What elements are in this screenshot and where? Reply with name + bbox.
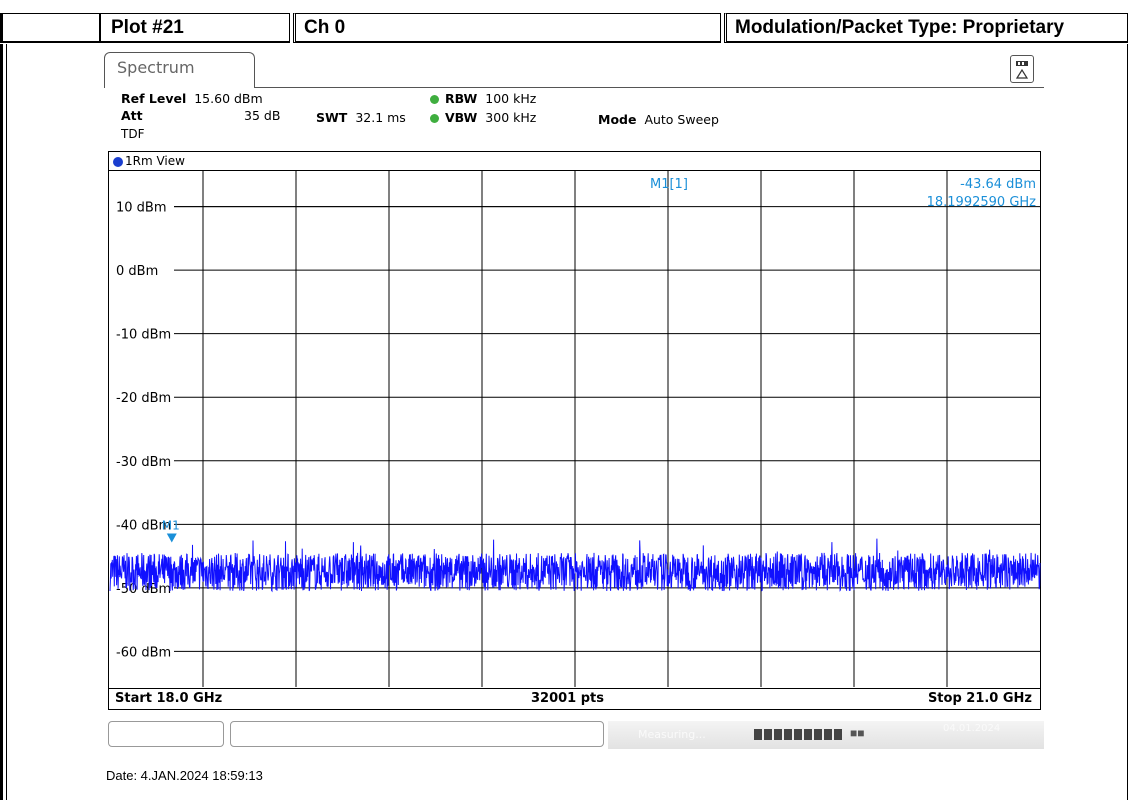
channel-label: Ch 0 [304,17,346,38]
trace-view-icon [113,156,123,167]
att-label: Att [121,108,143,123]
start-frequency: Start 18.0 GHz [115,691,223,706]
swt-label: SWT [316,110,348,125]
trace-view-bar: 1Rm View [109,152,1040,171]
marker-readout-label: M1[1] [650,177,688,192]
vbw-status-icon [430,114,439,123]
ref-level-value: 15.60 dBm [194,91,263,106]
marker-readout-freq: 18.1992590 GHz [926,195,1036,210]
capture-date: Date: 4.JAN.2024 18:59:13 [106,768,263,783]
rbw-status-icon [430,95,439,104]
vbw-label: VBW [445,110,478,125]
spectrum-plot-frame [108,151,1041,689]
mode-label: Mode [598,112,637,127]
rbw-label: RBW [445,91,478,106]
header-plot-cell: Plot #21 [100,13,290,43]
status-icon: ■■ [850,726,865,740]
frame-border-left-inner [6,44,7,800]
ref-level-row: Ref Level 15.60 dBm [121,91,263,106]
stop-frequency: Stop 21.0 GHz [927,691,1032,706]
tdf-label: TDF [121,127,145,141]
tab-spectrum-label: Spectrum [117,58,195,77]
status-panel: Measuring... ■■ 04.01.2024 [608,721,1044,749]
swt-row: SWT 32.1 ms [316,110,406,125]
frequency-axis-bar: Start 18.0 GHz 32001 pts Stop 21.0 GHz [108,688,1041,710]
frame-border-left [0,44,3,800]
ref-level-label: Ref Level [121,91,187,106]
progress-bar [754,729,842,740]
status-date: 04.01.2024 [943,723,1001,734]
marker-readout-level: -43.64 dBm [960,177,1036,192]
status-bar: Measuring... ■■ 04.01.2024 [104,713,1044,751]
rbw-row: RBW 100 kHz [430,91,536,106]
mode-row: Mode Auto Sweep [598,112,719,127]
softkey-slot-1[interactable] [108,721,224,747]
display-config-icon[interactable] [1010,55,1034,83]
vbw-row: VBW 300 kHz [430,110,536,125]
header-modulation-cell: Modulation/Packet Type: Proprietary [724,13,1128,43]
plot-label: Plot #21 [111,17,184,38]
modulation-label: Modulation/Packet Type: Proprietary [735,17,1065,38]
swt-value: 32.1 ms [355,110,406,125]
att-label-wrap: Att [121,108,143,123]
sweep-points: 32001 pts [531,691,605,706]
status-text: Measuring... [638,728,706,741]
trace-view-label: 1Rm View [125,154,185,168]
header-channel-cell: Ch 0 [293,13,721,43]
rbw-value: 100 kHz [485,91,537,106]
att-value: 35 dB [244,108,281,123]
mode-value: Auto Sweep [644,112,719,127]
frame-border-right [1127,44,1128,800]
tab-spectrum[interactable]: Spectrum [104,52,255,88]
tab-divider [255,87,1044,88]
vbw-value: 300 kHz [485,110,537,125]
report-header: Plot #21 Ch 0 Modulation/Packet Type: Pr… [0,0,1131,44]
header-cell-blank [0,13,100,43]
softkey-slot-2[interactable] [230,721,604,747]
